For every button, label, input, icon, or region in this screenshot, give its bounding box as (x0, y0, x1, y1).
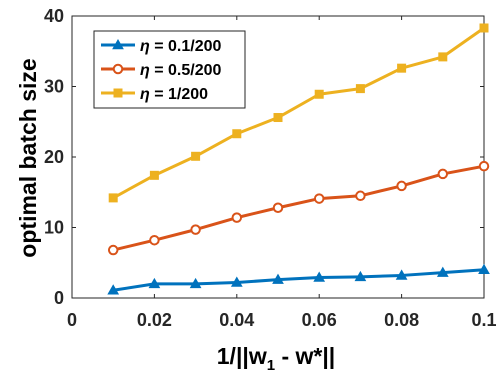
x-tick-label: 0.08 (384, 310, 419, 330)
legend-eta-symbol: η (140, 86, 150, 103)
x-tick-label: 0.04 (219, 310, 254, 330)
x-tick-label: 0.02 (137, 310, 172, 330)
data-point (231, 212, 243, 223)
data-point (189, 277, 202, 289)
legend-value: = 0.5/200 (150, 62, 222, 79)
y-axis-label: optimal batch size (15, 58, 41, 257)
x-tick-label: 0.1 (471, 310, 496, 330)
data-point (396, 180, 407, 192)
data-point (478, 263, 490, 275)
data-point (395, 269, 408, 280)
data-point (354, 270, 367, 282)
series-line (112, 268, 485, 292)
series-2 (107, 160, 490, 256)
x-axis-ticks: 0 0.02 0.04 0.06 0.08 0.1 (67, 16, 497, 330)
data-point (107, 284, 120, 295)
data-point (149, 234, 160, 246)
y-axis-ticks: 0 10 20 30 40 (44, 6, 484, 308)
data-point (108, 193, 118, 203)
x-tick-label: 0 (67, 310, 77, 330)
data-point (232, 129, 242, 139)
y-tick-label: 10 (44, 218, 64, 238)
data-point (355, 190, 366, 202)
legend-marker (113, 88, 123, 98)
data-point (149, 170, 159, 180)
legend-label: η = 1/200 (140, 86, 208, 103)
legend-marker (112, 38, 124, 50)
legend-label: η = 0.5/200 (140, 62, 222, 79)
data-point (314, 89, 324, 99)
series-3 (108, 23, 489, 203)
data-point (190, 224, 201, 235)
data-point (437, 168, 449, 180)
legend-label: η = 0.1/200 (140, 38, 222, 55)
data-point (355, 84, 365, 94)
series-1 (107, 263, 490, 295)
x-axis-label-subscript: 1 (267, 357, 275, 374)
data-point (438, 52, 448, 62)
data-point (436, 266, 449, 277)
data-point (107, 244, 119, 256)
data-point (273, 113, 283, 123)
data-point (191, 151, 201, 161)
y-tick-label: 0 (54, 288, 64, 308)
y-tick-label: 20 (44, 147, 64, 167)
data-point (272, 273, 284, 284)
x-axis-label-main: 1/||w (217, 343, 267, 369)
data-point (148, 277, 161, 289)
legend-value: = 1/200 (150, 86, 208, 103)
data-point (313, 271, 326, 282)
data-point (478, 160, 490, 172)
legend-marker (112, 63, 124, 75)
legend-eta-symbol: η (140, 62, 150, 79)
series-layer (107, 23, 490, 295)
data-point (230, 276, 243, 287)
data-point (313, 193, 325, 204)
y-tick-label: 40 (44, 6, 64, 26)
x-tick-label: 0.06 (302, 310, 337, 330)
series-line (112, 164, 485, 252)
series-line (112, 26, 485, 200)
x-axis-label-suffix: - w*|| (275, 343, 335, 369)
y-tick-label: 30 (44, 77, 64, 97)
data-point (479, 23, 489, 33)
x-axis-label: 1/||w1 - w*|| (217, 343, 335, 374)
legend-entry-3: η = 1/200 (101, 86, 208, 103)
data-point (397, 63, 407, 73)
legend-entry-1: η = 0.1/200 (101, 38, 222, 55)
legend-entry-2: η = 0.5/200 (101, 62, 222, 79)
data-point (272, 202, 284, 214)
legend-eta-symbol: η (140, 38, 150, 55)
legend-value: = 0.1/200 (150, 38, 222, 55)
